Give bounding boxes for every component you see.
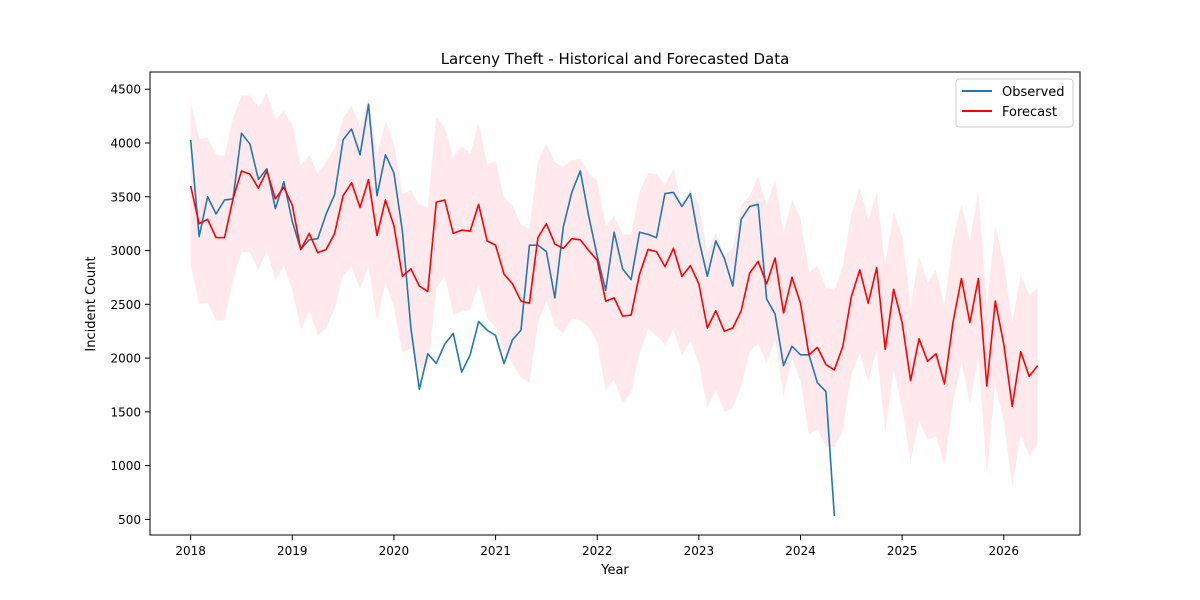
legend-observed-label: Observed <box>1002 85 1065 100</box>
series-line-observed <box>189 103 836 517</box>
series-layer <box>189 103 1039 517</box>
x-tick-label: 2019 <box>277 544 308 558</box>
forecast-confidence-band <box>190 92 1038 488</box>
y-tick-label: 1500 <box>110 405 141 419</box>
chart-title: Larceny Theft - Historical and Forecaste… <box>441 50 790 68</box>
x-tick-label: 2022 <box>582 544 613 558</box>
x-tick-label: 2024 <box>785 544 816 558</box>
legend-forecast-label: Forecast <box>1002 105 1057 120</box>
x-tick-label: 2020 <box>379 544 410 558</box>
legend: Observed Forecast <box>955 78 1074 128</box>
series-line-forecast <box>189 170 1039 408</box>
y-axis-label: Incident Count <box>84 256 99 351</box>
x-tick-label: 2021 <box>480 544 511 558</box>
x-tick-label: 2025 <box>887 544 918 558</box>
confidence-band-layer <box>190 92 1038 488</box>
plot-frame <box>149 71 1081 536</box>
y-tick-label: 3000 <box>110 244 141 258</box>
x-tick-label: 2018 <box>175 544 206 558</box>
x-tick-label: 2026 <box>988 544 1019 558</box>
y-tick-label: 4000 <box>110 136 141 150</box>
y-tick-label: 2500 <box>110 298 141 312</box>
y-tick-label: 500 <box>118 513 141 527</box>
y-tick-label: 2000 <box>110 352 141 366</box>
x-tick-label: 2023 <box>684 544 715 558</box>
y-axis-ticks: 500 1000 1500 2000 2500 3000 3500 4000 4500 <box>110 83 150 527</box>
y-tick-label: 1000 <box>110 459 141 473</box>
y-tick-label: 3500 <box>110 190 141 204</box>
x-axis-label: Year <box>600 563 629 578</box>
y-tick-label: 4500 <box>110 83 141 97</box>
x-axis-ticks: 2018 2019 2020 2021 2022 2023 2024 2025 2026 <box>175 535 1019 558</box>
